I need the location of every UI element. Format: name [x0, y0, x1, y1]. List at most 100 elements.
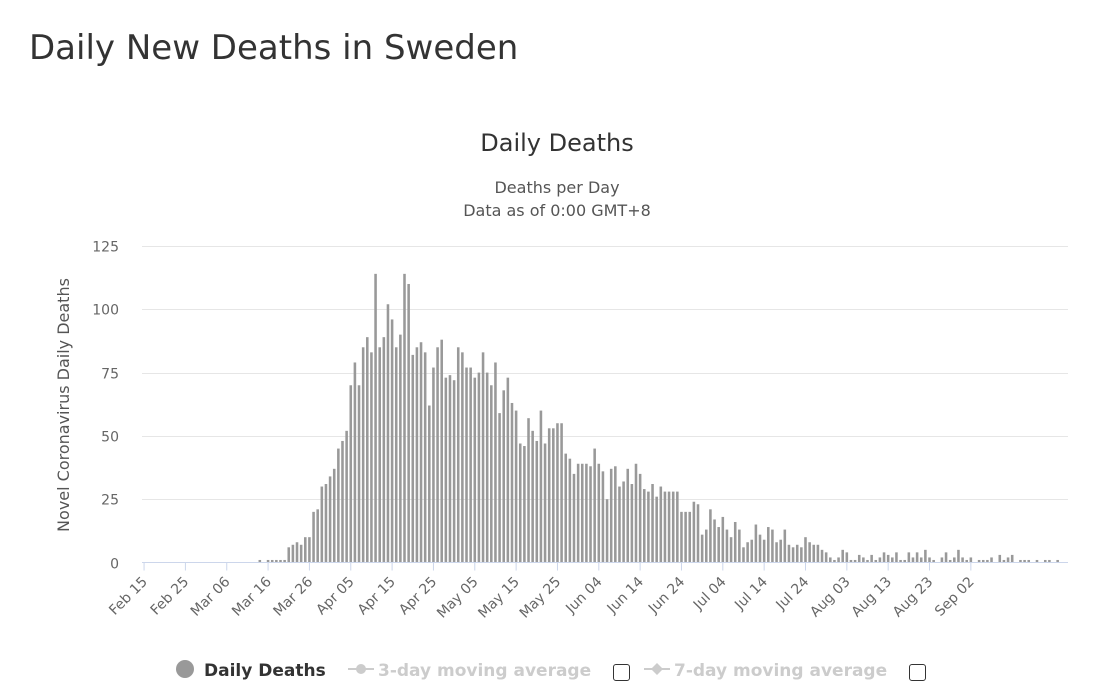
bar[interactable] — [448, 375, 452, 563]
bar[interactable] — [647, 491, 650, 563]
bar[interactable] — [638, 473, 642, 563]
bar[interactable] — [258, 559, 262, 563]
bar[interactable] — [882, 552, 886, 563]
bar[interactable] — [721, 516, 725, 563]
bar[interactable] — [560, 423, 563, 563]
bar[interactable] — [390, 319, 394, 563]
bar[interactable] — [403, 273, 406, 563]
bar[interactable] — [506, 377, 510, 563]
bar[interactable] — [552, 428, 555, 563]
bar[interactable] — [601, 471, 605, 563]
bar[interactable] — [837, 557, 840, 563]
bar[interactable] — [886, 554, 890, 563]
bar[interactable] — [940, 557, 944, 563]
legend-checkbox-3-day[interactable] — [613, 664, 630, 681]
bar[interactable] — [370, 352, 373, 563]
bar[interactable] — [494, 362, 497, 563]
bar[interactable] — [568, 458, 572, 563]
bar[interactable] — [283, 559, 286, 563]
bar[interactable] — [808, 542, 811, 563]
bar[interactable] — [816, 544, 820, 563]
bar[interactable] — [266, 559, 270, 563]
bar[interactable] — [981, 559, 985, 563]
bar[interactable] — [576, 463, 580, 563]
legend-item-7-day-moving-average[interactable]: 7-day moving average — [642, 656, 887, 686]
bar[interactable] — [758, 534, 762, 563]
bar[interactable] — [481, 352, 485, 563]
bar[interactable] — [543, 443, 547, 563]
bar[interactable] — [345, 430, 348, 563]
bar[interactable] — [932, 559, 935, 563]
bar[interactable] — [891, 557, 894, 563]
bar[interactable] — [919, 557, 923, 563]
bar[interactable] — [791, 547, 795, 563]
bar[interactable] — [725, 529, 729, 563]
bar[interactable] — [700, 534, 704, 563]
bar[interactable] — [589, 466, 592, 563]
bar[interactable] — [696, 504, 700, 563]
bar[interactable] — [977, 559, 981, 563]
bar[interactable] — [514, 410, 518, 563]
bar[interactable] — [295, 542, 299, 563]
bar[interactable] — [374, 273, 377, 563]
bar[interactable] — [535, 440, 539, 563]
bar[interactable] — [279, 559, 282, 563]
bar[interactable] — [709, 509, 712, 563]
bar[interactable] — [866, 559, 869, 563]
bar[interactable] — [465, 367, 468, 563]
bar[interactable] — [845, 552, 849, 563]
bar[interactable] — [386, 304, 390, 563]
bar[interactable] — [692, 501, 696, 563]
bar[interactable] — [332, 468, 336, 563]
bar[interactable] — [419, 342, 423, 563]
bar[interactable] — [523, 446, 526, 563]
bar[interactable] — [804, 537, 807, 563]
bar[interactable] — [783, 529, 787, 563]
bar[interactable] — [824, 552, 828, 563]
bar[interactable] — [1019, 559, 1022, 563]
bar[interactable] — [771, 529, 774, 563]
bar[interactable] — [738, 529, 741, 563]
bar[interactable] — [800, 547, 803, 563]
bar[interactable] — [485, 372, 489, 563]
bar[interactable] — [593, 448, 596, 563]
bar[interactable] — [618, 486, 621, 563]
bar[interactable] — [1056, 559, 1059, 563]
bar[interactable] — [874, 559, 878, 563]
bar[interactable] — [857, 554, 861, 563]
bar[interactable] — [518, 443, 522, 563]
bar[interactable] — [944, 552, 948, 563]
bar[interactable] — [841, 549, 844, 563]
bar[interactable] — [539, 410, 543, 563]
bar[interactable] — [688, 511, 692, 563]
bar[interactable] — [609, 468, 613, 563]
bar[interactable] — [361, 347, 365, 563]
bar[interactable] — [928, 557, 931, 563]
bar[interactable] — [461, 352, 464, 563]
bar[interactable] — [614, 466, 617, 563]
bar[interactable] — [705, 529, 708, 563]
bar[interactable] — [564, 453, 568, 563]
bar[interactable] — [878, 557, 882, 563]
bar[interactable] — [1043, 559, 1047, 563]
bar[interactable] — [407, 283, 410, 563]
bar[interactable] — [415, 347, 419, 563]
bar[interactable] — [862, 557, 865, 563]
bar[interactable] — [341, 440, 344, 563]
bar[interactable] — [275, 559, 278, 563]
bar[interactable] — [630, 484, 634, 563]
bar[interactable] — [328, 476, 332, 563]
bar[interactable] — [572, 473, 576, 563]
bar[interactable] — [304, 537, 307, 563]
bar[interactable] — [1048, 559, 1051, 563]
bar[interactable] — [473, 377, 477, 563]
bar[interactable] — [729, 537, 733, 563]
bar[interactable] — [622, 481, 625, 563]
bar[interactable] — [853, 559, 857, 563]
bar[interactable] — [903, 559, 906, 563]
bar[interactable] — [990, 557, 993, 563]
bar[interactable] — [655, 496, 658, 563]
bar[interactable] — [676, 491, 679, 563]
bar[interactable] — [680, 511, 683, 563]
bar[interactable] — [779, 539, 782, 563]
